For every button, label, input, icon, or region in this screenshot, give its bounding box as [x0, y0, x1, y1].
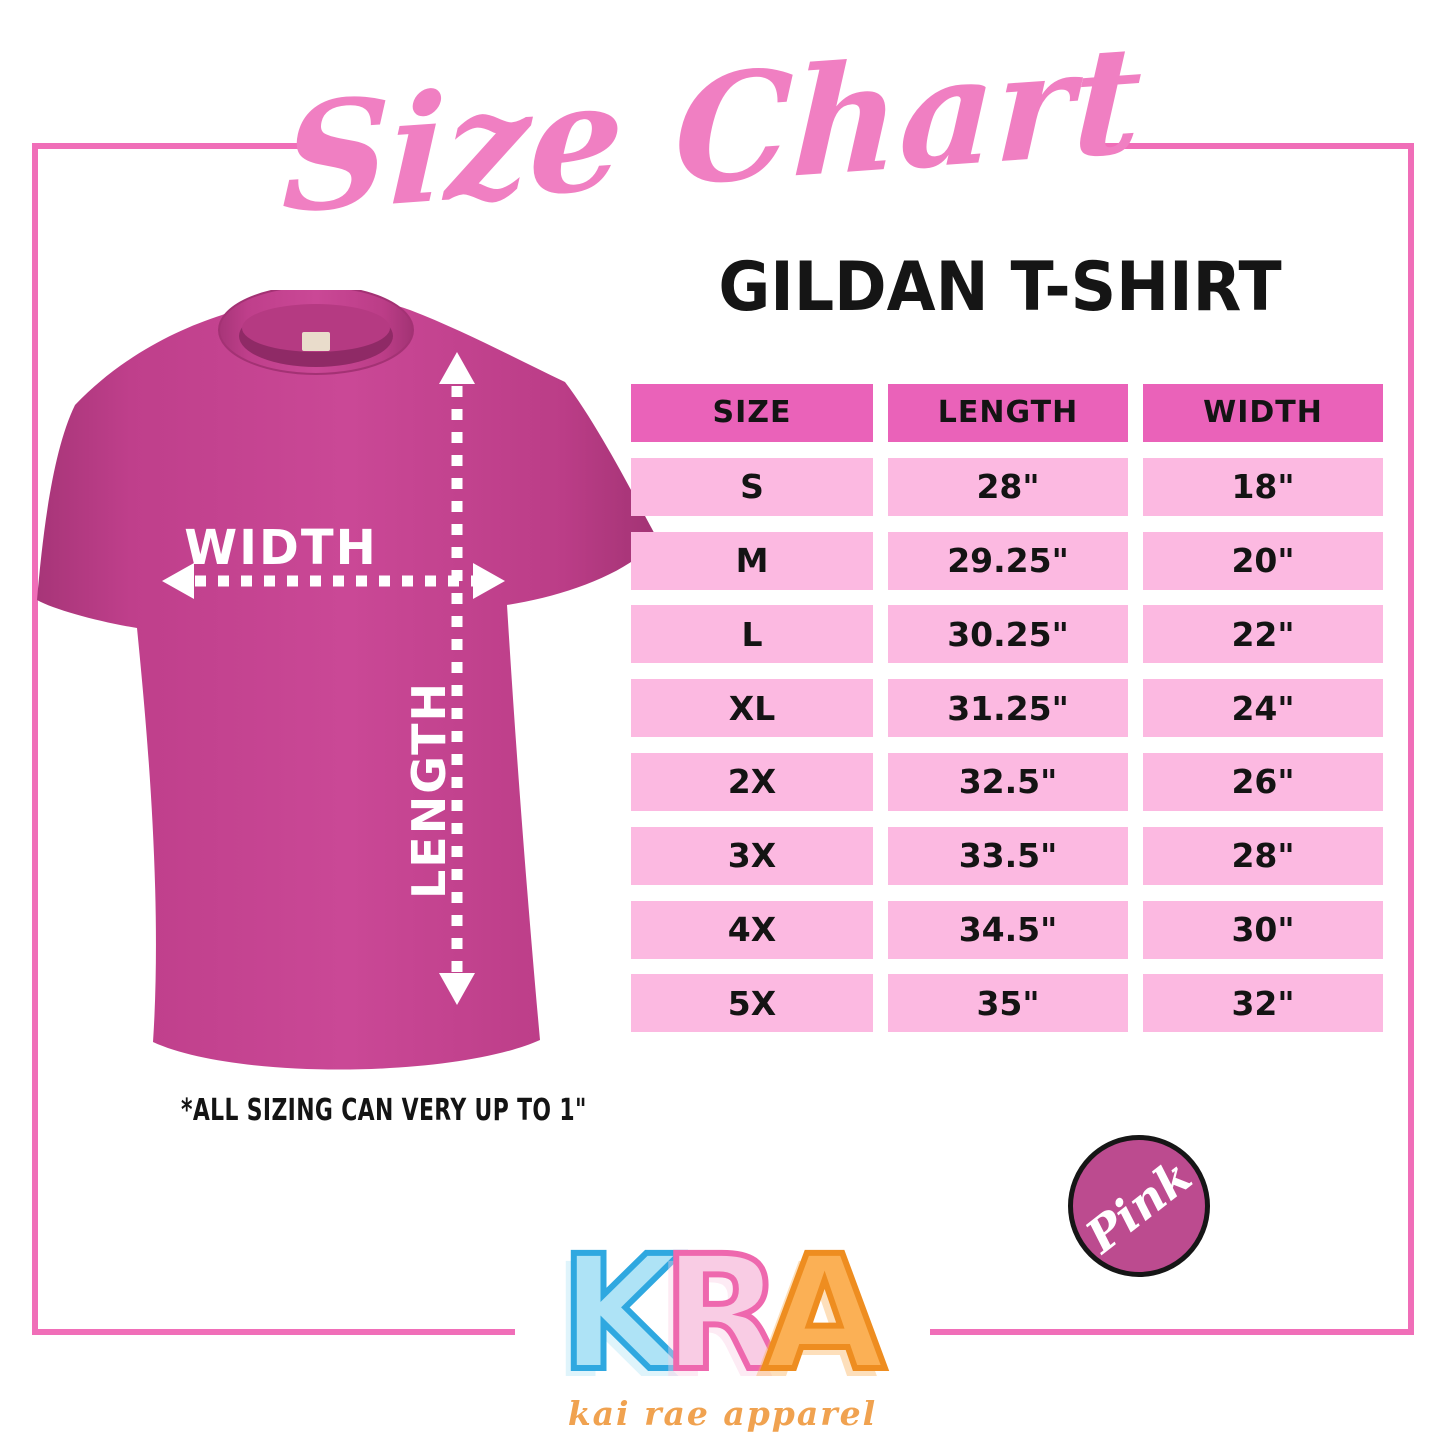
table-cell: 28" — [1143, 826, 1383, 885]
width-arrowhead-left — [162, 563, 194, 599]
table-cell: 20" — [1143, 531, 1383, 590]
table-cell: 24" — [1143, 679, 1383, 738]
table-cell: 32.5" — [888, 752, 1128, 811]
title-area: Size Chart — [280, 8, 1145, 250]
width-arrowhead-right — [473, 563, 505, 599]
length-arrowhead-top — [439, 352, 475, 384]
length-arrowhead-bottom — [439, 973, 475, 1005]
color-badge: Pink — [1068, 1135, 1210, 1277]
table-cell: 32" — [1143, 974, 1383, 1033]
size-table: SIZE LENGTH WIDTH S 28" 18" M 29.25" 20" L 30.25" 2… — [631, 384, 1383, 1033]
table-cell: 30.25" — [888, 605, 1128, 664]
table-cell: 35" — [888, 974, 1128, 1033]
tshirt-body — [37, 299, 657, 1070]
table-cell: 22" — [1143, 605, 1383, 664]
table-cell: 26" — [1143, 752, 1383, 811]
collar-tag — [302, 332, 330, 351]
table-cell: 28" — [888, 457, 1128, 516]
brand-letter-a: A — [760, 1222, 888, 1406]
column-header: WIDTH — [1143, 384, 1383, 442]
collar-back — [242, 304, 390, 352]
sizing-note-box: *ALL SIZING CAN VERY UP TO 1" — [106, 1096, 586, 1126]
size-cell: 2X — [631, 752, 873, 811]
size-cell: 4X — [631, 900, 873, 959]
brand-letter-r: R — [659, 1222, 787, 1406]
size-cell: M — [631, 531, 873, 590]
size-cell: XL — [631, 679, 873, 738]
size-cell: S — [631, 457, 873, 516]
length-label: LENGTH — [402, 681, 456, 899]
tshirt-image: WIDTH LENGTH — [37, 290, 657, 1070]
color-badge-label: Pink — [1076, 1148, 1202, 1264]
width-label: WIDTH — [184, 520, 378, 576]
size-cell: 3X — [631, 826, 873, 885]
table-cell: 33.5" — [888, 826, 1128, 885]
product-subtitle: GILDAN T-SHIRT — [718, 248, 1282, 327]
size-cell: L — [631, 605, 873, 664]
table-cell: 29.25" — [888, 531, 1128, 590]
table-cell: 34.5" — [888, 900, 1128, 959]
column-header: LENGTH — [888, 384, 1128, 442]
column-header: SIZE — [631, 384, 873, 442]
size-cell: 5X — [631, 974, 873, 1033]
brand-letter-k: K — [556, 1222, 684, 1406]
table-cell: 31.25" — [888, 679, 1128, 738]
brand-tagline: kai rae apparel — [567, 1394, 878, 1433]
table-cell: 18" — [1143, 457, 1383, 516]
page-title: Size Chart — [280, 11, 1145, 247]
table-cell: 30" — [1143, 900, 1383, 959]
sizing-note: *ALL SIZING CAN VERY UP TO 1" — [181, 1093, 587, 1128]
